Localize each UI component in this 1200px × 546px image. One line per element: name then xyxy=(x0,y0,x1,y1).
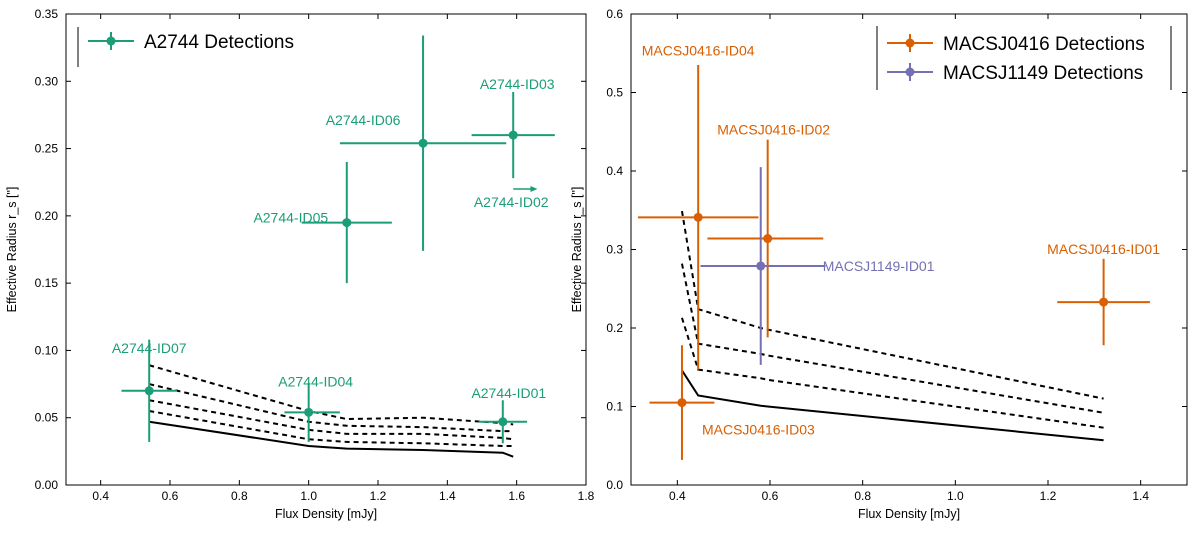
y-tick-label: 0.35 xyxy=(35,7,59,21)
x-tick-label: 0.8 xyxy=(854,489,871,503)
point-label: A2744-ID05 xyxy=(253,210,328,226)
data-point xyxy=(498,417,508,427)
x-tick-label: 0.4 xyxy=(92,489,109,503)
y-tick-label: 0.00 xyxy=(35,478,59,492)
x-tick-label: 0.6 xyxy=(762,489,779,503)
right-x-axis-label: Flux Density [mJy] xyxy=(858,507,960,521)
point-label: A2744-ID02 xyxy=(474,194,549,210)
y-tick-label: 0.25 xyxy=(35,142,59,156)
data-point xyxy=(763,234,773,244)
x-tick-label: 0.6 xyxy=(162,489,179,503)
point-label: A2744-ID01 xyxy=(471,385,546,401)
left-plot-frame xyxy=(65,13,587,486)
x-tick-label: 1.0 xyxy=(300,489,317,503)
left-panel: 0.4 0.6 0.8 1.0 1.2 1.4 1.6 1.8 0.00 0.05 0.10 0.15… xyxy=(5,7,595,521)
x-tick-label: 0.4 xyxy=(669,489,686,503)
point-label: A2744-ID07 xyxy=(112,340,187,356)
x-tick-label: 1.8 xyxy=(578,489,595,503)
data-point xyxy=(342,218,352,228)
data-point xyxy=(144,386,154,396)
data-point xyxy=(1099,297,1109,307)
legend-marker xyxy=(106,36,116,46)
legend-marker xyxy=(905,38,915,48)
right-y-axis-label: Effective Radius r_s ["] xyxy=(570,187,584,313)
y-tick-label: 0.4 xyxy=(606,164,623,178)
data-point xyxy=(677,398,687,408)
model-curve-dashed xyxy=(680,263,1104,414)
x-tick-label: 1.0 xyxy=(947,489,964,503)
x-tick-label: 1.2 xyxy=(370,489,387,503)
point-label: MACSJ0416-ID03 xyxy=(702,422,815,438)
x-tick-label: 1.6 xyxy=(508,489,525,503)
model-curve-dashed xyxy=(149,399,514,441)
point-label: A2744-ID03 xyxy=(480,76,555,92)
y-tick-label: 0.2 xyxy=(606,321,623,335)
left-x-axis-label: Flux Density [mJy] xyxy=(275,507,377,521)
legend-marker xyxy=(905,67,915,77)
data-point xyxy=(693,212,703,222)
y-tick-label: 0.20 xyxy=(35,209,59,223)
point-label: A2744-ID04 xyxy=(278,373,353,389)
model-curve-dashed xyxy=(681,317,1104,429)
x-tick-label: 0.8 xyxy=(231,489,248,503)
right-panel: 0.4 0.6 0.8 1.0 1.2 1.4 0.0 0.1 0.2 0.3 0.4 0.5 0.6 F… xyxy=(570,7,1188,521)
point-label: MACSJ0416-ID02 xyxy=(717,122,830,138)
model-curve-dashed xyxy=(149,410,514,447)
model-curve-solid xyxy=(149,420,514,458)
y-tick-label: 0.10 xyxy=(35,343,59,357)
left-y-axis-label: Effective Radius r_s ["] xyxy=(5,187,19,313)
y-tick-label: 0.6 xyxy=(606,7,623,21)
model-curve-dashed xyxy=(148,383,514,433)
legend-label: A2744 Detections xyxy=(144,32,294,53)
point-label: A2744-ID06 xyxy=(326,112,401,128)
x-tick-label: 1.4 xyxy=(1132,489,1149,503)
data-point xyxy=(508,130,518,140)
y-tick-label: 0.30 xyxy=(35,74,59,88)
point-label: MACSJ1149-ID01 xyxy=(823,258,935,274)
x-tick-label: 1.4 xyxy=(439,489,456,503)
point-label: MACSJ0416-ID01 xyxy=(1047,241,1160,257)
data-point xyxy=(418,138,428,148)
model-curve-solid xyxy=(681,369,1104,442)
y-tick-label: 0.3 xyxy=(606,243,623,257)
point-label: MACSJ0416-ID04 xyxy=(642,42,755,58)
y-tick-label: 0.15 xyxy=(35,276,59,290)
limit-arrow-head xyxy=(530,185,538,192)
data-point xyxy=(756,261,766,271)
y-tick-label: 0.05 xyxy=(35,411,59,425)
legend-label: MACSJ1149 Detections xyxy=(943,63,1143,84)
x-tick-label: 1.2 xyxy=(1040,489,1057,503)
y-tick-label: 0.1 xyxy=(606,400,623,414)
y-tick-label: 0.5 xyxy=(606,86,623,100)
data-point xyxy=(304,407,314,417)
legend-label: MACSJ0416 Detections xyxy=(943,34,1145,55)
y-tick-label: 0.0 xyxy=(606,478,623,492)
